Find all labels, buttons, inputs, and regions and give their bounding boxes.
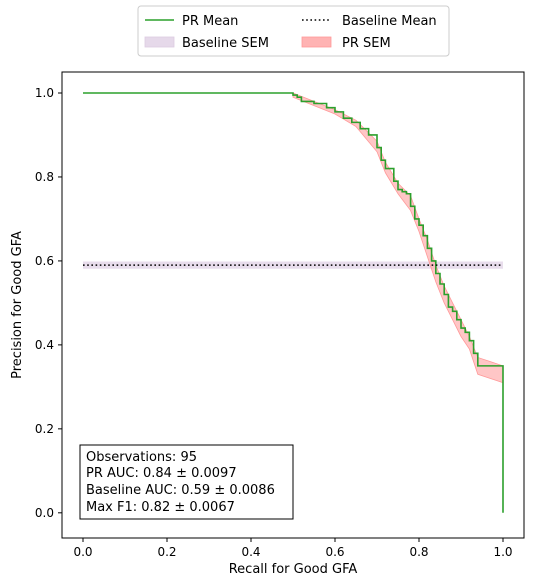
stats-pr-auc: PR AUC: 0.84 ± 0.0097	[86, 466, 237, 481]
x-tick-label: 0.4	[241, 545, 260, 559]
pr-sem-band	[292, 92, 504, 384]
stats-baseline-auc: Baseline AUC: 0.59 ± 0.0086	[86, 483, 275, 498]
x-tick-label: 0.2	[157, 545, 176, 559]
stats-observations: Observations: 95	[86, 450, 197, 465]
y-axis-label: Precision for Good GFA	[10, 231, 25, 379]
y-tick-label: 1.0	[35, 86, 54, 100]
y-tick-label: 0.0	[35, 506, 54, 520]
axis-ticks: 0.0 0.2 0.4 0.6 0.8 1.0 0.0 0.2 0.4 0.6 0.8 1.0	[35, 86, 513, 559]
legend-swatch-baseline-sem	[144, 36, 175, 48]
y-tick-label: 0.6	[35, 254, 54, 268]
x-tick-label: 0.6	[325, 545, 344, 559]
sem-bands	[83, 92, 504, 384]
legend-label-baseline-sem: Baseline SEM	[182, 36, 269, 51]
plot-frame	[61, 71, 525, 539]
legend-label-pr-sem: PR SEM	[342, 36, 391, 51]
x-tick-label: 0.0	[73, 545, 92, 559]
x-tick-label: 1.0	[493, 545, 512, 559]
series-lines	[83, 92, 504, 513]
y-tick-label: 0.8	[35, 170, 54, 184]
legend-label-pr-mean: PR Mean	[182, 14, 238, 29]
stats-annotation-frame	[79, 444, 294, 520]
x-tick-label: 0.8	[409, 545, 428, 559]
legend-swatch-pr-sem	[301, 36, 332, 48]
stats-annotation: Observations: 95 PR AUC: 0.84 ± 0.0097 B…	[79, 444, 294, 520]
legend-label-baseline-mean: Baseline Mean	[342, 14, 437, 29]
stats-max-f1: Max F1: 0.82 ± 0.0067	[86, 500, 235, 515]
y-tick-label: 0.4	[35, 338, 54, 352]
legend-frame	[137, 5, 450, 57]
x-axis-label: Recall for Good GFA	[229, 562, 358, 577]
pr-mean-line	[83, 92, 504, 513]
y-tick-label: 0.2	[35, 422, 54, 436]
legend: PR Mean Baseline Mean Baseline SEM PR SE…	[137, 5, 450, 57]
